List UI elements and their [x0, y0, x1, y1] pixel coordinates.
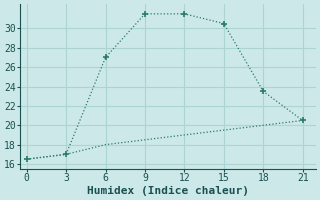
- X-axis label: Humidex (Indice chaleur): Humidex (Indice chaleur): [87, 186, 249, 196]
